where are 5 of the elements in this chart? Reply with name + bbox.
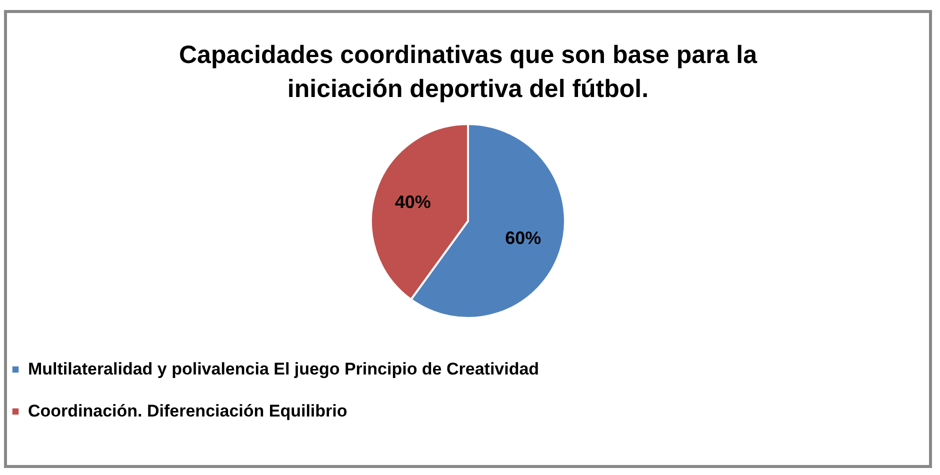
legend-label: Coordinación. Diferenciación Equilibrio bbox=[28, 402, 348, 420]
data-label: 60% bbox=[505, 228, 542, 248]
data-label: 40% bbox=[394, 192, 431, 212]
legend-label: Multilateralidad y polivalencia El juego Principio de Creatividad bbox=[28, 360, 540, 378]
chart-title: Capacidades coordinativas que son base para la iniciación deportiva del fútbol. bbox=[179, 41, 758, 103]
